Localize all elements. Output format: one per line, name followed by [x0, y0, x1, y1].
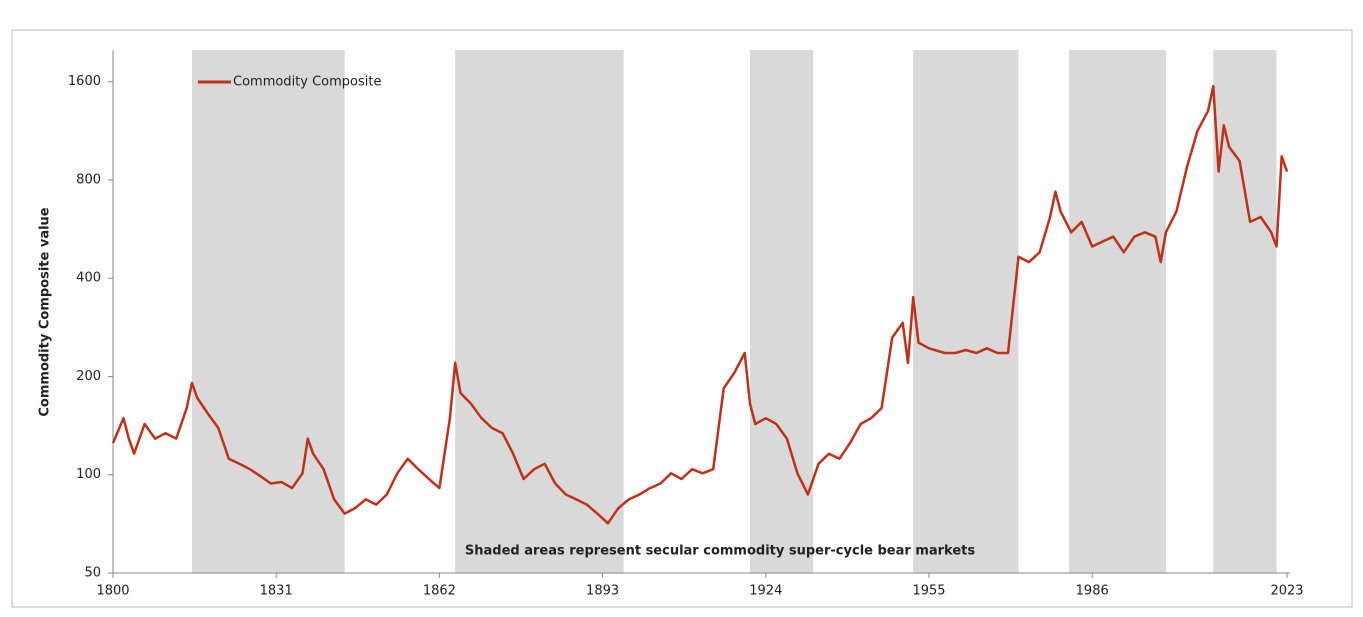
shaded-region [191, 50, 345, 573]
data-line [111, 84, 1289, 525]
plot-layer: 50 100 200 400 800 1600 1800 1831 1862 1893 1924 19… [68, 50, 1304, 599]
shaded-region [455, 50, 624, 573]
y-tick-label: 1600 [68, 74, 101, 89]
x-tick-label: 1924 [749, 584, 782, 599]
x-tick-label: 1831 [260, 584, 293, 599]
y-tick-label: 400 [76, 271, 101, 286]
x-tick-label: 1862 [423, 584, 456, 599]
shaded-region [1213, 50, 1277, 573]
legend-label: Commodity Composite [233, 75, 381, 90]
x-tick-label: 1800 [96, 584, 129, 599]
y-tick-label: 100 [76, 467, 101, 482]
shaded-region [750, 50, 814, 573]
chart-frame [11, 29, 1353, 608]
y-axis-label: Commodity Composite value [38, 207, 53, 416]
annotation: Shaded areas represent secular commodity… [465, 544, 976, 559]
x-tick-label: 1986 [1076, 584, 1109, 599]
shaded-region [913, 50, 1019, 573]
y-tick-label: 50 [84, 566, 101, 581]
x-tick-label: 1893 [586, 584, 619, 599]
x-tick-label: 2023 [1270, 584, 1303, 599]
shaded-layer [191, 50, 1277, 573]
y-tick-label: 200 [76, 369, 101, 384]
x-tick-label: 1955 [912, 584, 945, 599]
y-tick-label: 800 [76, 172, 101, 187]
shaded-region [1069, 50, 1166, 573]
